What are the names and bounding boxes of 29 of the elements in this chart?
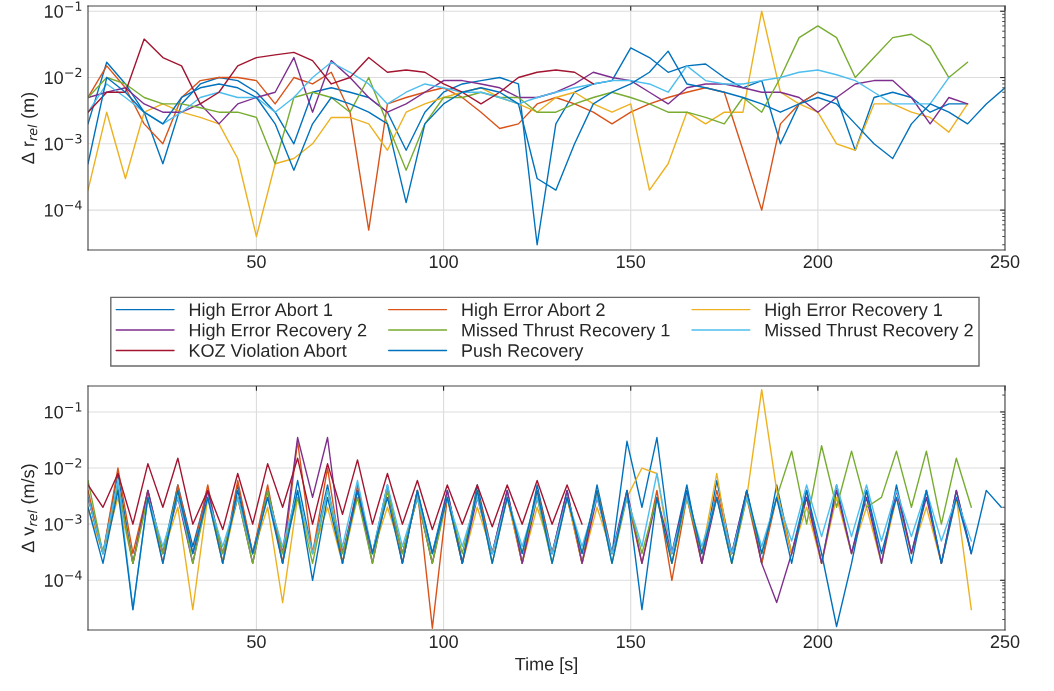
y-tick-label: 10$^{−2}$ <box>44 458 82 475</box>
x-tick-label: 250 <box>990 255 1020 269</box>
x-tick-label: 50 <box>247 635 266 649</box>
legend-label: High Error Recovery 2 <box>189 323 367 341</box>
x-tick-label: 200 <box>803 255 833 269</box>
y-tick-label: 10$^{−3}$ <box>44 133 82 151</box>
legend-label: Missed Thrust Recovery 2 <box>765 323 973 341</box>
y-axis-title: Δ v$_{rel}$ (m/s) <box>21 464 38 553</box>
x-tick-label: 50 <box>247 255 266 269</box>
y-tick-label: 10$^{−1}$ <box>44 402 82 419</box>
legend-label: KOZ Violation Abort <box>189 343 347 357</box>
legend-label: High Error Abort 2 <box>462 302 605 320</box>
x-tick-label: 100 <box>429 255 458 269</box>
x-tick-label: 200 <box>803 635 833 649</box>
x-tick-label: 250 <box>990 635 1020 649</box>
y-tick-label: 10$^{−4}$ <box>44 570 82 587</box>
y-tick-label: 10$^{−2}$ <box>44 67 82 85</box>
legend-label: Push Recovery <box>462 343 584 361</box>
legend-label: High Error Abort 1 <box>189 302 333 320</box>
y-tick-label: 10$^{−1}$ <box>44 1 82 18</box>
y-tick-label: 10$^{−4}$ <box>44 200 82 217</box>
y-tick-label: 10$^{−3}$ <box>44 514 82 531</box>
x-tick-label: 150 <box>617 635 646 649</box>
legend-label: Missed Thrust Recovery 1 <box>462 323 670 341</box>
legend-label: High Error Recovery 1 <box>765 302 942 320</box>
x-tick-label: 100 <box>429 635 458 649</box>
x-tick-label: 150 <box>617 255 646 269</box>
x-axis-title: Time [s] <box>515 657 577 675</box>
y-axis-title: Δ r$_{rel}$ (m) <box>21 93 38 164</box>
